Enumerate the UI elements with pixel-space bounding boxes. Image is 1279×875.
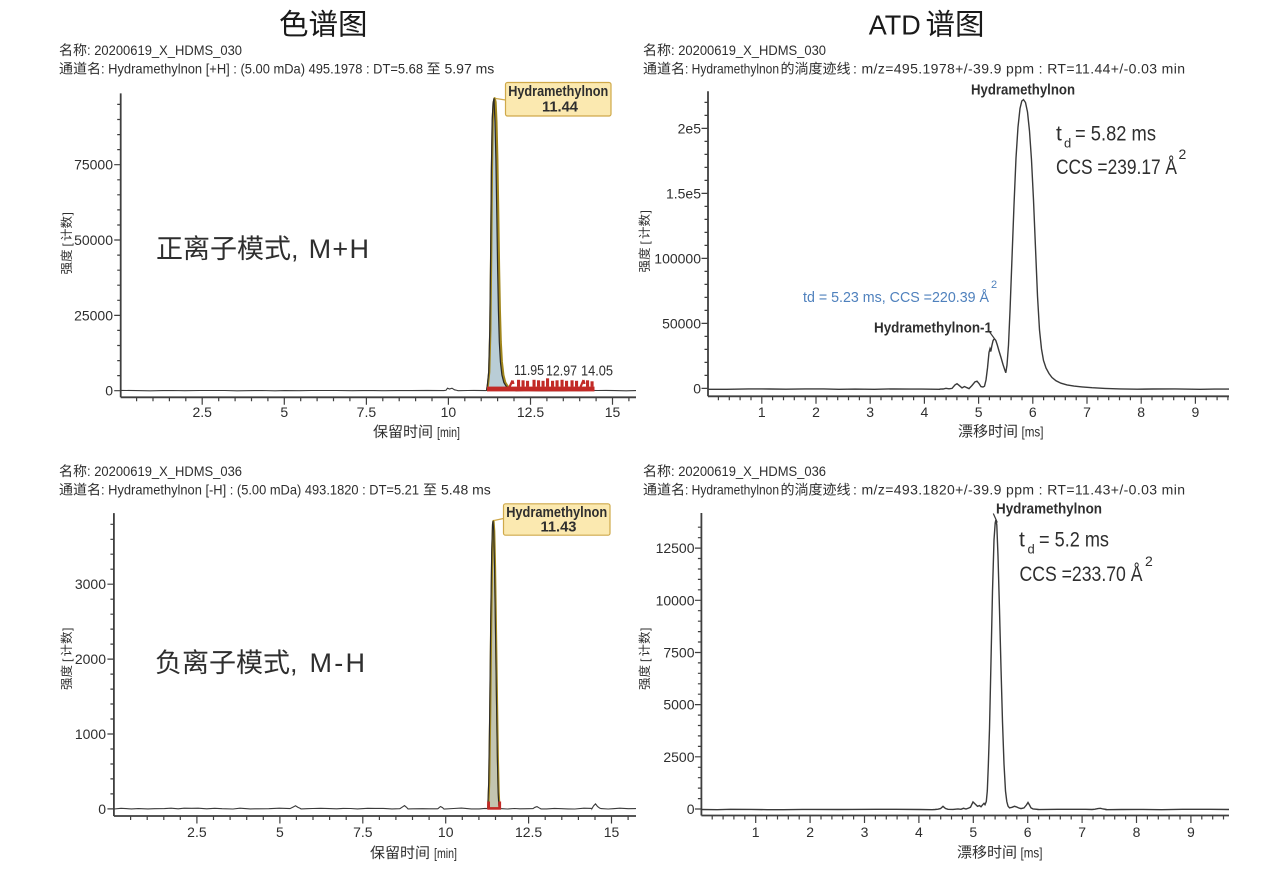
svg-text:t: t [1019,529,1025,552]
svg-text:CCS =233.70 Å: CCS =233.70 Å [1020,563,1143,586]
svg-text:: 20200619_X_HDMS_036: : 20200619_X_HDMS_036 [87,463,242,479]
svg-text:5.97 ms: 5.97 ms [445,61,495,77]
svg-text:5: 5 [280,404,288,420]
svg-text:Hydramethylnon: Hydramethylnon [971,82,1075,99]
svg-text:2500: 2500 [663,749,694,765]
svg-text:3: 3 [861,824,869,840]
svg-text:Hydramethylnon: Hydramethylnon [996,501,1102,518]
svg-text:11.43: 11.43 [541,520,577,536]
svg-text:]: ] [638,628,652,631]
svg-text:7.5: 7.5 [353,824,373,840]
svg-text:: Hydramethylnon: : Hydramethylnon [685,482,779,498]
svg-text:1000: 1000 [75,726,106,742]
svg-text:: Hydramethylnon [+H] : (5.00: : Hydramethylnon [+H] : (5.00 mDa) 495.1… [101,61,423,77]
svg-text:1.5e5: 1.5e5 [666,185,701,201]
svg-text:0: 0 [687,801,695,817]
svg-text:[ms]: [ms] [1022,424,1044,440]
svg-text:15: 15 [604,824,620,840]
svg-text:3: 3 [866,404,874,420]
svg-text:9: 9 [1187,824,1195,840]
svg-text:2000: 2000 [75,651,106,667]
svg-text:: m/z=495.1978+/-39.9 ppm : RT: : m/z=495.1978+/-39.9 ppm : RT=11.44+/-0… [853,61,1185,77]
svg-text:2: 2 [812,404,820,420]
svg-text:100000: 100000 [654,250,701,266]
svg-text:6: 6 [1029,404,1037,420]
svg-text:: m/z=493.1820+/-39.9 ppm : RT: : m/z=493.1820+/-39.9 ppm : RT=11.43+/-0… [853,482,1185,498]
svg-text:11.44: 11.44 [542,100,578,116]
svg-text:= 5.82 ms: = 5.82 ms [1075,123,1156,146]
svg-text:75000: 75000 [74,157,113,173]
svg-text:t: t [1056,123,1062,146]
svg-text:Hydramethylnon: Hydramethylnon [506,504,607,521]
svg-text:12.5: 12.5 [517,404,544,420]
svg-text:]: ] [638,210,652,213]
svg-text:7: 7 [1083,404,1091,420]
svg-text:0: 0 [98,801,106,817]
svg-text:11.95: 11.95 [514,362,544,379]
svg-text:6: 6 [1024,824,1032,840]
svg-text:[: [ [60,243,74,247]
svg-text:0: 0 [693,380,701,396]
svg-text:2.5: 2.5 [187,824,207,840]
svg-text:[: [ [638,658,652,662]
svg-text:4: 4 [921,404,929,420]
svg-text:Hydramethylnon: Hydramethylnon [508,83,608,100]
svg-text:5: 5 [975,404,983,420]
svg-text:1: 1 [752,824,760,840]
svg-text:10000: 10000 [656,592,695,608]
svg-text:14.05: 14.05 [581,363,613,380]
svg-text:]: ] [60,212,74,215]
svg-text:td = 5.23 ms, CCS =220.39 Å: td = 5.23 ms, CCS =220.39 Å [803,289,989,306]
svg-text:4: 4 [915,824,923,840]
svg-text:8: 8 [1137,404,1145,420]
svg-text:15: 15 [605,404,621,420]
svg-text:10: 10 [438,824,454,840]
svg-text:d: d [1064,136,1071,151]
svg-text:50000: 50000 [74,232,113,248]
svg-text:2.5: 2.5 [192,404,212,420]
svg-text:, M+H: , M+H [291,234,369,264]
svg-text:]: ] [60,628,74,631]
svg-text:2e5: 2e5 [678,120,702,136]
svg-text:: 20200619_X_HDMS_030: : 20200619_X_HDMS_030 [87,42,242,58]
svg-text:CCS =239.17 Å: CCS =239.17 Å [1056,156,1177,179]
svg-text:: Hydramethylnon [-H] : (5.00: : Hydramethylnon [-H] : (5.00 mDa) 493.1… [101,482,419,498]
svg-text:25000: 25000 [74,307,113,323]
svg-text:7.5: 7.5 [357,404,377,420]
svg-text:[: [ [638,241,652,245]
svg-text:[ms]: [ms] [1021,845,1043,861]
svg-text:: 20200619_X_HDMS_030: : 20200619_X_HDMS_030 [671,42,826,58]
svg-text:2: 2 [1145,553,1153,569]
svg-text:: Hydramethylnon: : Hydramethylnon [685,61,779,77]
svg-text:9: 9 [1192,404,1200,420]
svg-text:0: 0 [105,383,113,399]
svg-text:: 20200619_X_HDMS_036: : 20200619_X_HDMS_036 [671,463,826,479]
svg-text:[min]: [min] [434,845,457,861]
svg-text:10: 10 [441,404,457,420]
svg-text:3000: 3000 [75,576,106,592]
svg-text:7500: 7500 [663,645,694,661]
svg-text:[: [ [60,658,74,662]
svg-text:Hydramethylnon-1: Hydramethylnon-1 [874,320,992,337]
svg-text:2: 2 [1179,146,1187,162]
svg-text:5: 5 [276,824,284,840]
svg-text:5.48 ms: 5.48 ms [441,482,491,498]
svg-text:, M-H: , M-H [290,648,365,678]
svg-text:12.97: 12.97 [546,363,577,380]
svg-text:2: 2 [806,824,814,840]
svg-text:ATD: ATD [869,10,921,41]
svg-text:50000: 50000 [662,315,701,331]
svg-text:12500: 12500 [656,540,695,556]
svg-text:= 5.2 ms: = 5.2 ms [1039,529,1109,552]
svg-text:[min]: [min] [437,424,460,440]
svg-text:7: 7 [1078,824,1086,840]
svg-text:12.5: 12.5 [515,824,542,840]
svg-text:d: d [1028,542,1035,557]
svg-text:1: 1 [758,404,766,420]
svg-text:8: 8 [1133,824,1141,840]
svg-text:5: 5 [969,824,977,840]
svg-text:2: 2 [991,279,997,291]
svg-text:5000: 5000 [663,697,694,713]
